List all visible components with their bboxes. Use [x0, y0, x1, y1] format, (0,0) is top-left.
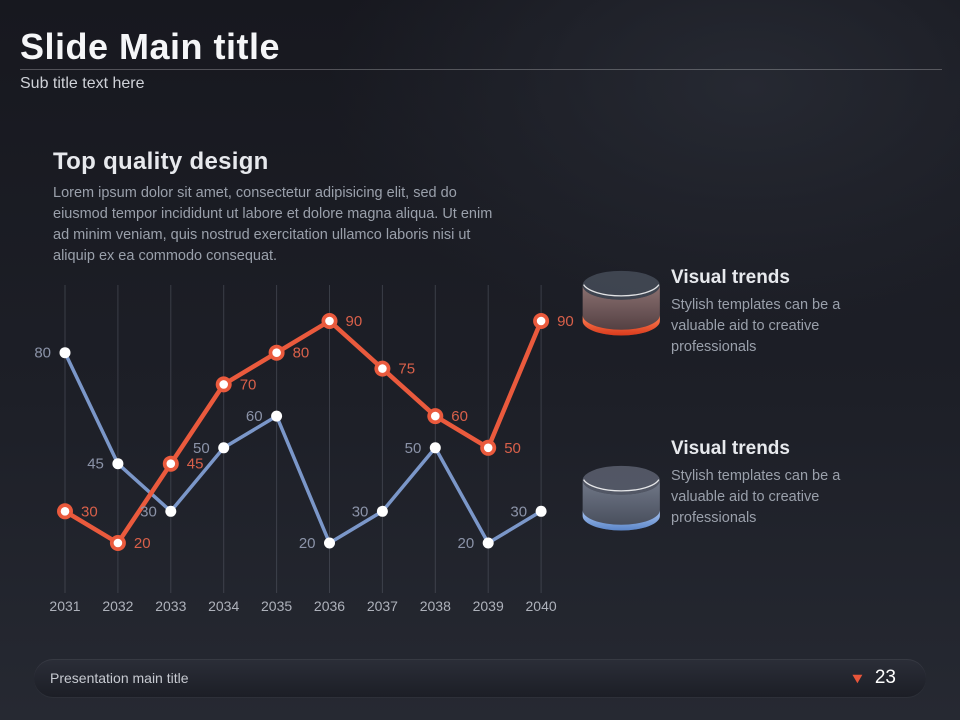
svg-text:30: 30 — [352, 503, 369, 520]
svg-text:30: 30 — [81, 503, 98, 520]
svg-text:60: 60 — [246, 408, 263, 425]
svg-text:80: 80 — [293, 345, 310, 362]
svg-text:90: 90 — [346, 313, 363, 330]
svg-text:50: 50 — [504, 440, 521, 457]
svg-text:2039: 2039 — [473, 598, 504, 614]
svg-text:20: 20 — [458, 535, 475, 552]
svg-text:2034: 2034 — [208, 598, 239, 614]
svg-text:80: 80 — [34, 345, 51, 362]
svg-text:70: 70 — [240, 376, 257, 393]
svg-text:2033: 2033 — [155, 598, 186, 614]
svg-text:2032: 2032 — [102, 598, 133, 614]
svg-text:20: 20 — [299, 535, 316, 552]
svg-text:50: 50 — [405, 440, 422, 457]
svg-text:45: 45 — [87, 456, 104, 473]
svg-text:30: 30 — [140, 503, 157, 520]
svg-text:2031: 2031 — [49, 598, 80, 614]
svg-text:2038: 2038 — [420, 598, 451, 614]
svg-text:75: 75 — [398, 361, 415, 378]
svg-text:90: 90 — [557, 313, 574, 330]
svg-text:2037: 2037 — [367, 598, 398, 614]
svg-text:2035: 2035 — [261, 598, 292, 614]
svg-text:50: 50 — [193, 440, 210, 457]
svg-text:2040: 2040 — [526, 598, 557, 614]
svg-text:60: 60 — [451, 408, 468, 425]
svg-text:2036: 2036 — [314, 598, 345, 614]
svg-text:20: 20 — [134, 535, 151, 552]
svg-text:45: 45 — [187, 456, 204, 473]
svg-text:30: 30 — [510, 503, 527, 520]
